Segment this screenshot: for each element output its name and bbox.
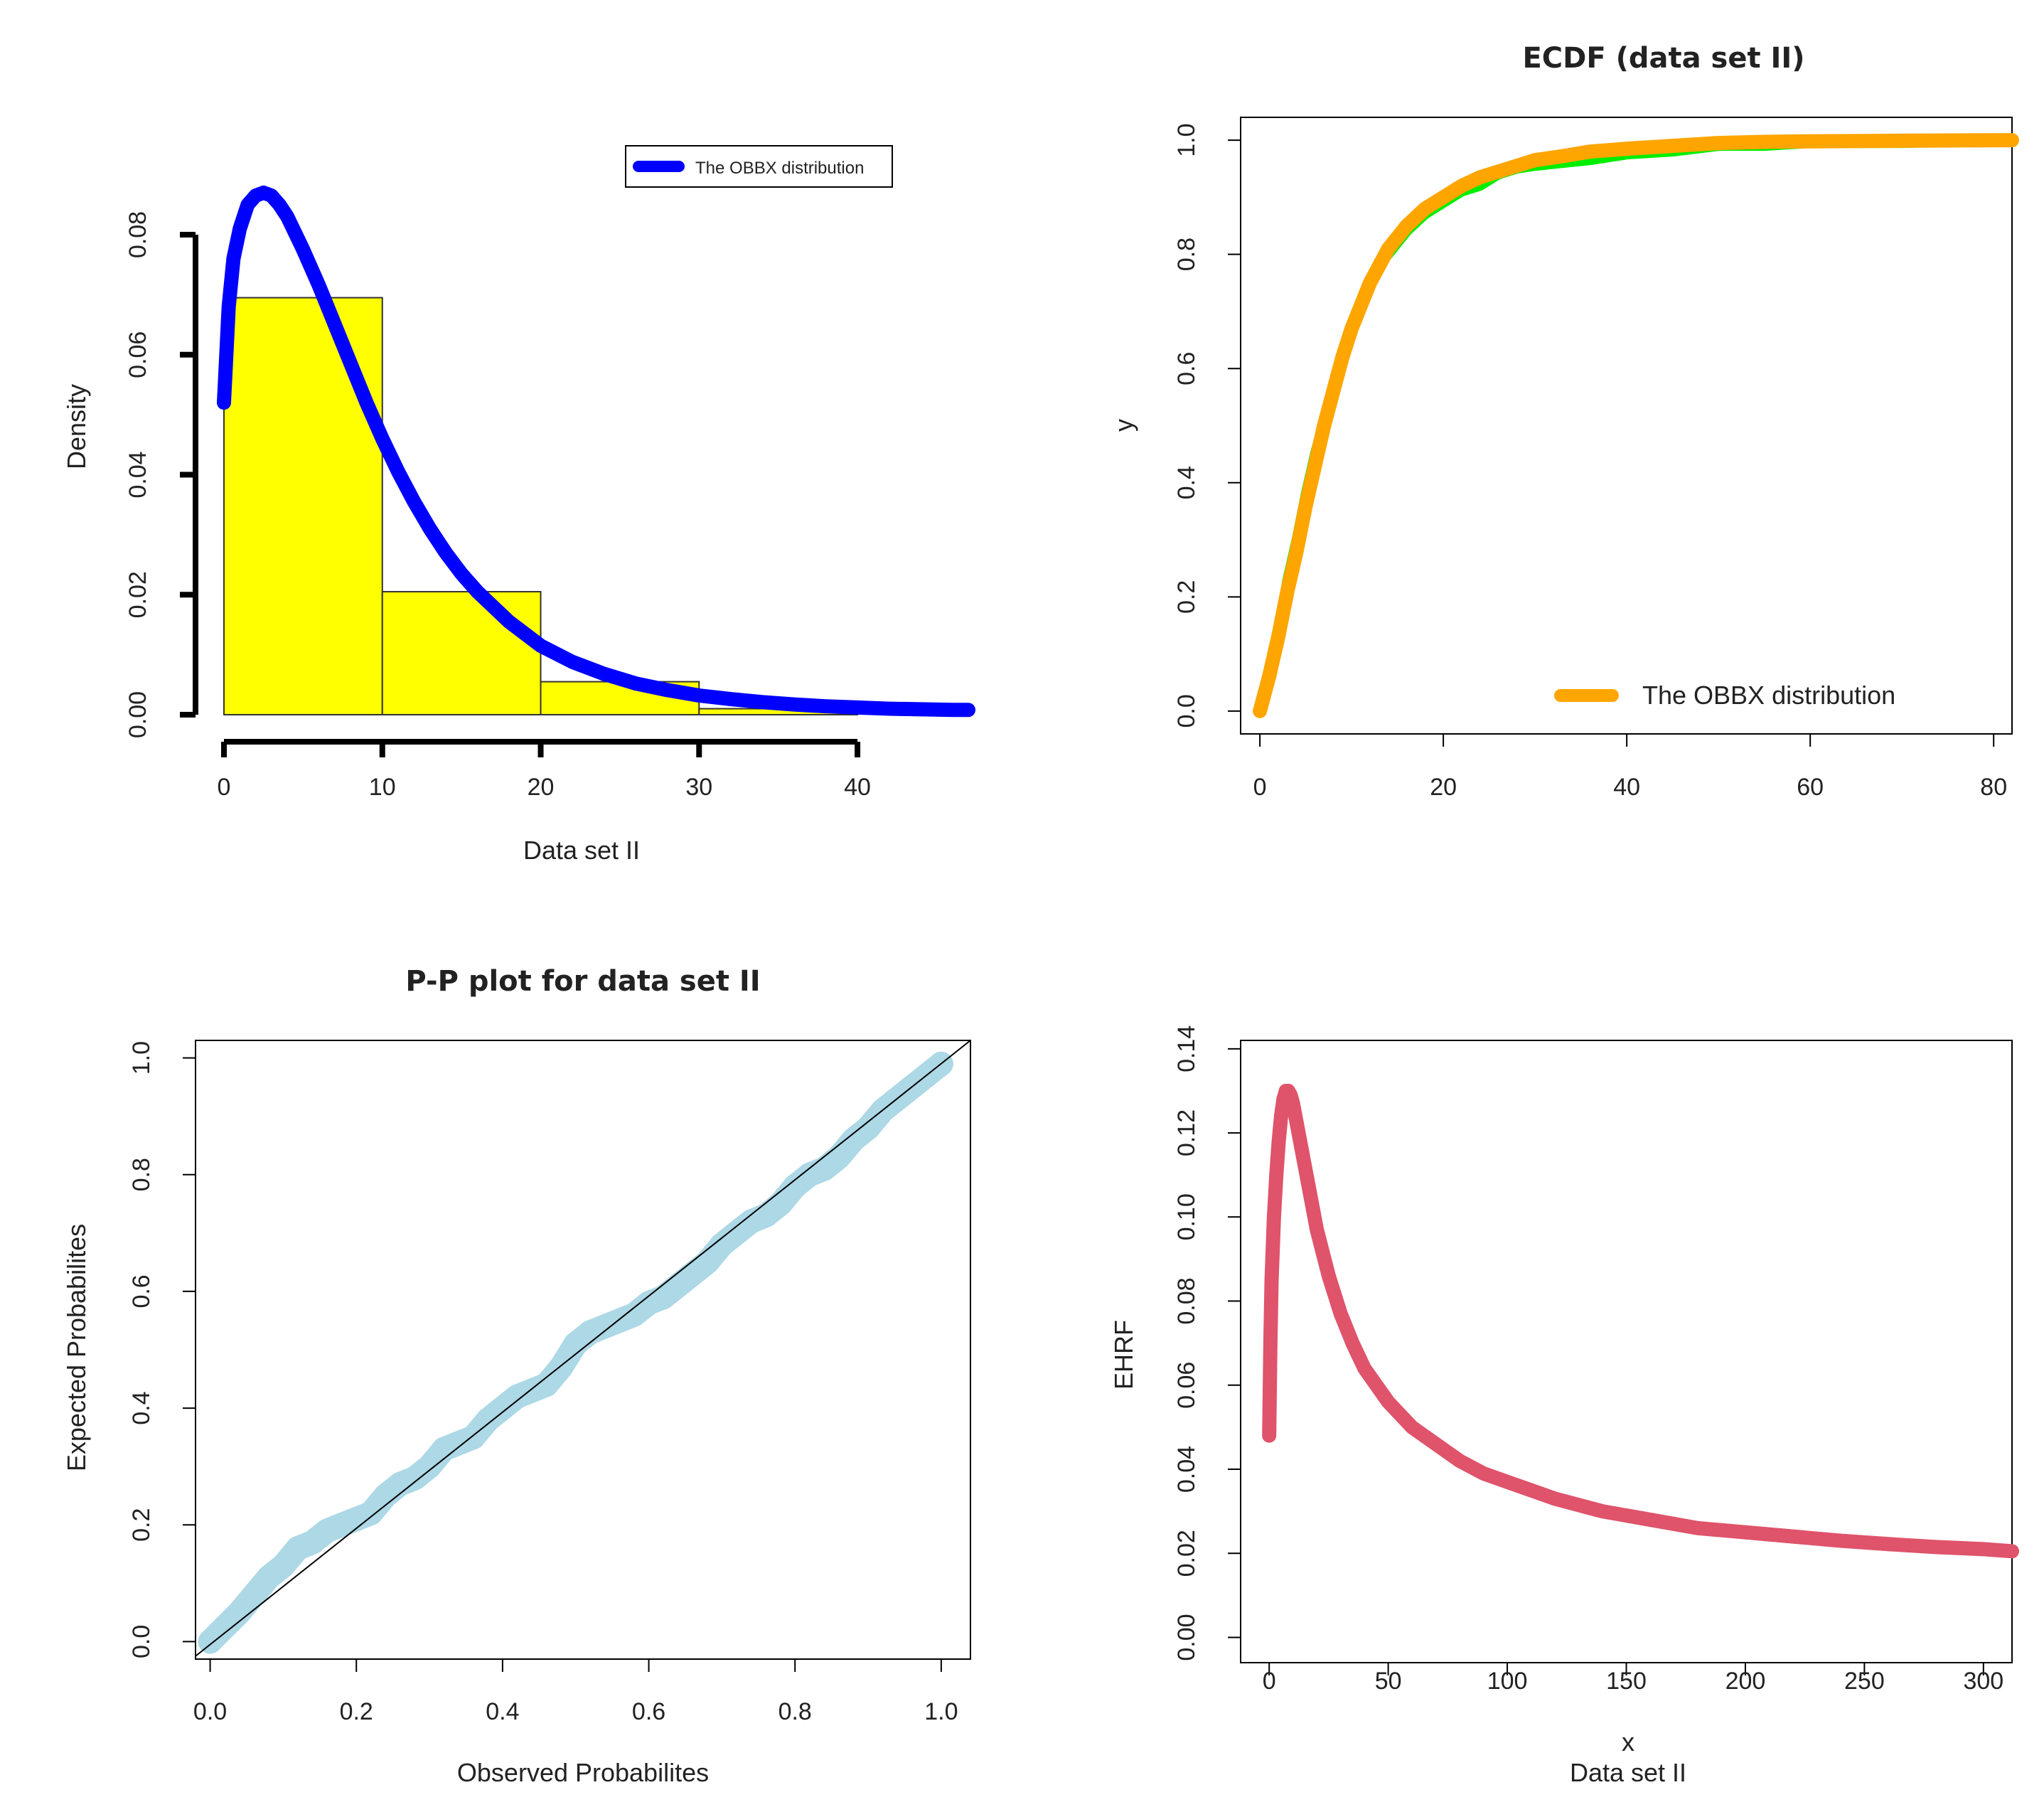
y-axis-ticks: 0.0 0.2 0.4 0.6 0.8 1.0 — [1173, 123, 1241, 728]
histogram-bar — [381, 591, 542, 715]
ecdf-step-line — [1255, 135, 2017, 716]
y-tick-label: 0.00 — [124, 691, 151, 738]
legend: The OBBX distribution — [1554, 681, 1895, 710]
plot-frame — [1240, 117, 2013, 735]
y-tick-label: 0.0 — [128, 1625, 155, 1658]
y-tick-label: 0.6 — [128, 1274, 155, 1308]
pp-point — [826, 1145, 851, 1170]
x-tick-label: 60 — [1797, 774, 1824, 801]
y-tick-label: 0.14 — [1173, 1025, 1200, 1072]
x-tick-label: 20 — [1430, 774, 1457, 801]
x-axis-label: Data set II — [523, 836, 640, 865]
y-axis-ticks: 0.00 0.02 0.04 0.06 0.08 — [124, 211, 196, 738]
pp-point — [213, 1614, 237, 1639]
y-tick-label: 1.0 — [128, 1041, 155, 1075]
y-tick-label: 0.6 — [1173, 352, 1200, 385]
pp-point — [768, 1191, 793, 1216]
x-tick-label: 250 — [1844, 1668, 1885, 1695]
x-tick-label: 0 — [1263, 1668, 1276, 1695]
x-tick-label: 0.2 — [340, 1698, 373, 1725]
x-axis-ticks: 0 50 100 150 200 250 300 — [1263, 1663, 2003, 1695]
x-tick-label: 1.0 — [924, 1698, 958, 1725]
ecdf-panel: ECDF (data set II) 0.0 0.2 0.4 0.6 0.8 1.0 0 2… — [1109, 42, 2019, 801]
x-axis-label: x — [1622, 1727, 1634, 1757]
y-tick-label: 0.02 — [1173, 1530, 1200, 1577]
x-tick-label: 0 — [218, 774, 231, 801]
pp-point — [856, 1116, 881, 1141]
ecdf-series — [1253, 133, 2019, 718]
x-tick-label: 100 — [1487, 1668, 1528, 1695]
y-tick-label: 0.8 — [1173, 238, 1200, 271]
x-tick-label: 0 — [1253, 774, 1267, 801]
y-tick-label: 0.10 — [1173, 1193, 1200, 1240]
ehrf-panel: 0.00 0.02 0.04 0.06 0.08 0.10 0.12 0.14 0 50 100 1… — [1109, 1025, 2019, 1787]
x-tick-label: 20 — [528, 774, 555, 801]
plot-frame — [195, 1040, 971, 1660]
x-axis-ticks: 0 20 40 60 80 — [1253, 734, 2007, 801]
x-tick-label: 40 — [844, 774, 871, 801]
legend: The OBBX distribution — [625, 145, 893, 188]
obbx-cdf-line — [1253, 133, 2019, 718]
y-tick-label: 0.06 — [124, 331, 151, 378]
pp-point — [695, 1249, 719, 1274]
obbx-density-curve — [217, 185, 975, 718]
x-tick-label: 30 — [685, 774, 712, 801]
y-axis-label: EHRF — [1109, 1320, 1138, 1390]
pp-point — [227, 1600, 252, 1625]
y-axis-ticks: 0.00 0.02 0.04 0.06 0.08 0.10 0.12 0.14 — [1173, 1025, 1241, 1661]
y-tick-label: 0.02 — [124, 571, 151, 618]
x-tick-label: 50 — [1375, 1668, 1402, 1695]
y-tick-label: 0.2 — [128, 1508, 155, 1542]
pp-point — [198, 1629, 223, 1654]
y-tick-label: 0.4 — [128, 1391, 155, 1424]
pp-point — [417, 1454, 442, 1479]
x-tick-label: 80 — [1980, 774, 2007, 801]
x-tick-label: 10 — [369, 774, 396, 801]
x-tick-label: 300 — [1963, 1668, 2003, 1695]
reference-line — [195, 1040, 971, 1657]
chart-title: P-P plot for data set II — [405, 965, 760, 998]
x-tick-label: 0.4 — [486, 1698, 519, 1725]
x-tick-label: 0.8 — [778, 1698, 812, 1725]
x-axis-label: Observed Probabilites — [457, 1758, 709, 1787]
y-tick-label: 0.08 — [124, 211, 151, 258]
x-tick-label: 0.6 — [632, 1698, 665, 1725]
legend-label: The OBBX distribution — [1642, 681, 1895, 710]
chart-title: ECDF (data set II) — [1522, 42, 1804, 75]
y-tick-label: 0.8 — [128, 1158, 155, 1191]
pp-points — [198, 1051, 953, 1654]
y-tick-label: 0.04 — [1173, 1446, 1200, 1493]
x-axis-ticks: 0 10 20 30 40 — [218, 742, 871, 801]
y-tick-label: 0.2 — [1173, 580, 1200, 614]
x-tick-label: 150 — [1606, 1668, 1647, 1695]
pp-point — [534, 1373, 559, 1397]
histogram-panel: 0.00 0.02 0.04 0.06 0.08 0 10 20 30 40 Data set … — [62, 145, 975, 865]
histogram-bar — [223, 297, 383, 715]
y-axis-label: Expected Probabilites — [62, 1224, 91, 1471]
pp-point — [358, 1501, 383, 1525]
y-axis-label: y — [1109, 419, 1138, 432]
x-tick-label: 0.0 — [193, 1698, 227, 1725]
pp-point — [242, 1582, 267, 1607]
x-tick-label: 40 — [1613, 774, 1640, 801]
y-tick-label: 0.0 — [1173, 694, 1200, 728]
y-tick-label: 0.04 — [124, 451, 151, 498]
pp-point — [271, 1553, 296, 1578]
y-tick-label: 0.06 — [1173, 1362, 1200, 1409]
pp-plot-panel: P-P plot for data set II 0.0 0.2 0.4 0.6 0.8… — [62, 965, 971, 1787]
y-axis-label: Density — [62, 384, 91, 469]
x-tick-label: 200 — [1725, 1668, 1766, 1695]
ehrf-series — [1262, 1083, 2019, 1559]
y-tick-label: 0.4 — [1173, 466, 1200, 499]
x-axis-ticks: 0.0 0.2 0.4 0.6 0.8 1.0 — [193, 1659, 958, 1725]
y-tick-label: 1.0 — [1173, 123, 1200, 156]
y-axis-ticks: 0.0 0.2 0.4 0.6 0.8 1.0 — [128, 1041, 196, 1658]
x-axis-sublabel: Data set II — [1570, 1758, 1686, 1787]
ehrf-curve — [1262, 1083, 2019, 1559]
y-tick-label: 0.12 — [1173, 1109, 1200, 1156]
y-tick-label: 0.00 — [1173, 1614, 1200, 1661]
y-tick-label: 0.08 — [1173, 1277, 1200, 1324]
legend-label: The OBBX distribution — [695, 159, 864, 178]
